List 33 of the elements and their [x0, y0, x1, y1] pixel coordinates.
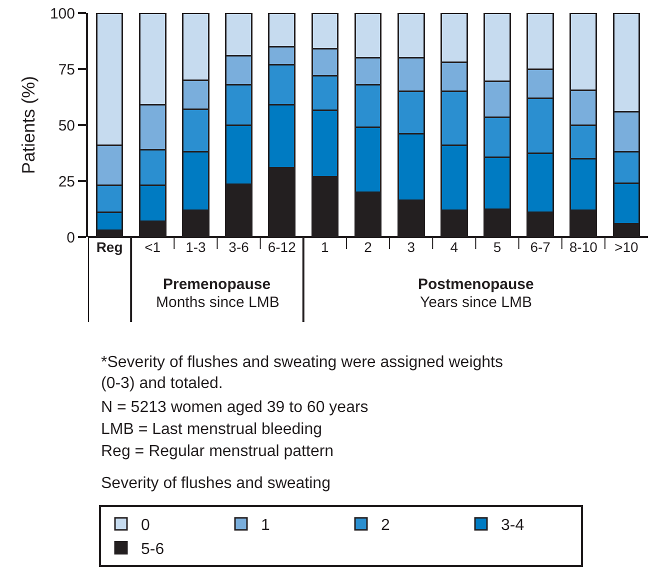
x-tick-label: 4: [450, 239, 458, 255]
y-tick-label: 0: [66, 229, 75, 246]
legend-label: 5-6: [141, 540, 164, 558]
text: N = 5213 women aged 39 to 60 years: [101, 399, 368, 416]
x-tick-label: 5: [493, 239, 502, 255]
y-tick-label: 25: [58, 173, 75, 190]
x-tick-label: 3: [407, 239, 416, 255]
x-tick-label: 1-3: [186, 239, 206, 255]
text: Postmenopause: [418, 276, 534, 293]
y-tick-label: 75: [58, 61, 75, 78]
text: Months since LMB: [156, 294, 280, 311]
x-tick-label: >10: [614, 239, 639, 255]
x-tick-label: 6-12: [268, 239, 296, 255]
x-tick-label: 3-6: [228, 239, 250, 255]
x-tick-label: 8-10: [569, 239, 598, 255]
legend-label: 1: [261, 517, 270, 534]
y-axis-title: Patients (%): [18, 76, 39, 174]
legend-label: 0: [141, 517, 150, 534]
text: *Severity of flushes and sweating were assigned weights (0-3) and totaled.: [101, 354, 503, 392]
x-tick-label: 1: [321, 239, 330, 255]
legend-title: Severity of flushes and sweating: [101, 475, 330, 492]
text: Years since LMB: [420, 294, 532, 311]
x-tick-label: <1: [144, 239, 161, 255]
x-tick-label: 2: [364, 239, 372, 255]
legend-label: 2: [381, 517, 390, 534]
legend-label: 3-4: [501, 517, 524, 534]
text: LMB = Last menstrual bleeding: [101, 421, 322, 438]
x-tick-label: 6-7: [530, 239, 551, 255]
text: Reg = Regular menstrual pattern: [101, 443, 334, 460]
y-tick-label: 50: [58, 117, 75, 134]
y-tick-label: 100: [50, 5, 75, 22]
text: Premenopause: [163, 276, 271, 293]
x-tick-label: Reg: [96, 239, 123, 255]
